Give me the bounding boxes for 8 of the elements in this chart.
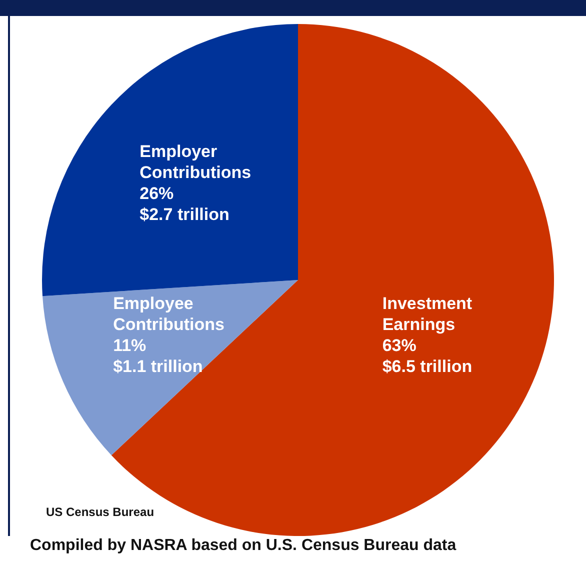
slice-label: Employer Contributions: [140, 142, 252, 182]
slice-label: Employee Contributions: [113, 294, 224, 334]
slice-label: Investment Earnings: [382, 294, 472, 334]
data-label: 11% $1.1 trillion: [113, 336, 203, 376]
text: US Census Bureau: [46, 505, 154, 519]
text: Compiled by NASRA based on U.S. Census Bureau data: [30, 537, 456, 555]
data-label: 63% $6.5 trillion: [382, 336, 472, 376]
data-label: 26% $2.7 trillion: [140, 184, 230, 224]
